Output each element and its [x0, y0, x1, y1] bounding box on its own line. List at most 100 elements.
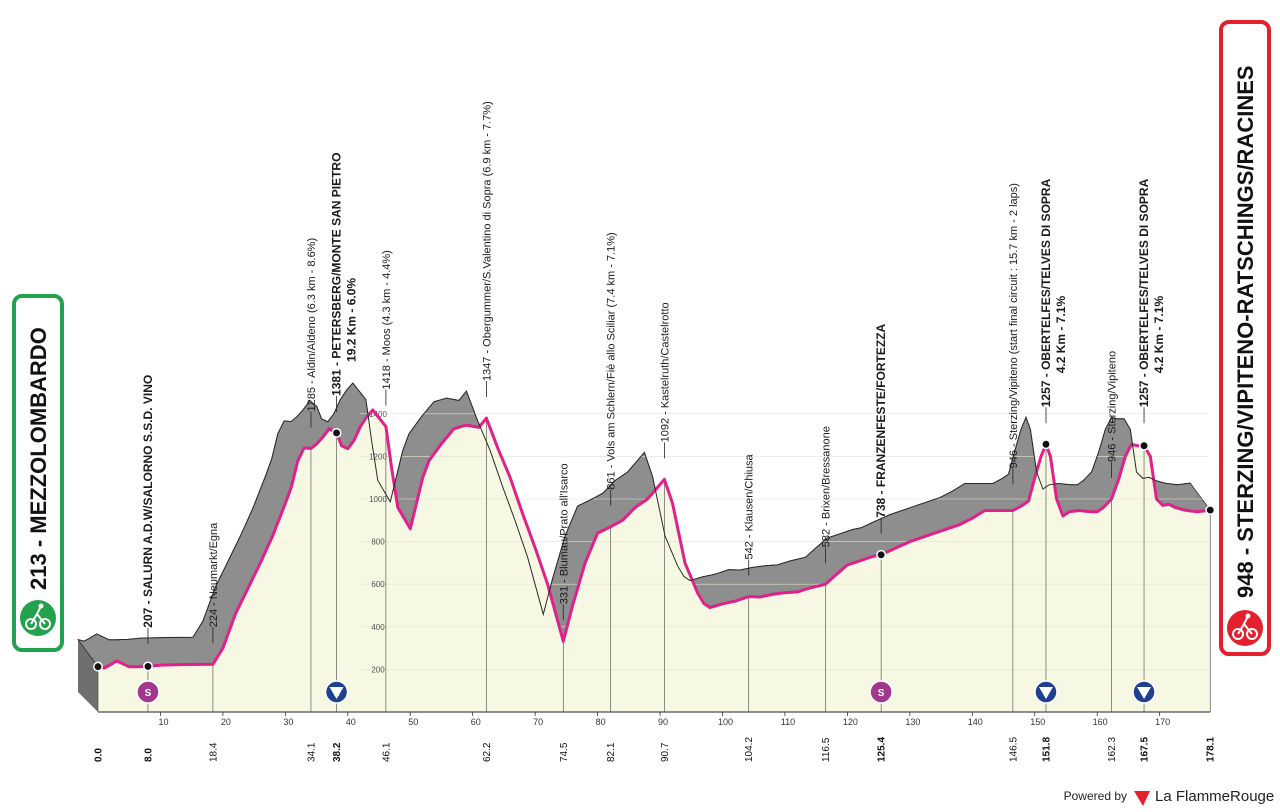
mountain-triangle-icon — [1038, 687, 1053, 699]
start-name: MEZZOLOMBARDO — [26, 327, 51, 534]
profile-fill — [98, 410, 1211, 712]
km-tick-label: 10 — [158, 717, 168, 727]
location-label: 1257 - OBERTELFES/TELVES DI SOPRA — [1039, 178, 1053, 407]
start-cyclist-head — [38, 603, 44, 609]
location-label: 946 - Sterzing/Vipiteno — [1107, 351, 1119, 462]
km-marker-label: 116.5 — [821, 737, 832, 762]
location-label: 1381 - PETERSBERG/MONTE SAN PIETRO — [330, 153, 344, 396]
km-tick-label: 30 — [283, 717, 293, 727]
finish-banner-frame — [1219, 20, 1271, 656]
badge-label: 3 — [1141, 688, 1147, 699]
km-tick-label: 150 — [1030, 717, 1045, 727]
checkpoint-dot — [331, 428, 342, 438]
finish-cyclist-head — [1245, 613, 1251, 619]
km-marker-label: 125.4 — [877, 737, 888, 762]
climb-detail-label: 4.2 Km - 7.1% — [1152, 296, 1166, 374]
location-label: 207 - SALURN A.D.W/SALORNO S.S.D. VINO — [141, 375, 155, 628]
finish-banner: 948 - STERZING/VIPITENO-RATSCHINGS/RACIN… — [1219, 20, 1271, 656]
footer-brand: La FlammeRouge — [1155, 788, 1274, 805]
start-cyclist-glyph — [25, 607, 51, 630]
location-label: 542 - Klausen/Chiusa — [744, 453, 756, 559]
km-tick-label: 60 — [471, 717, 481, 727]
route-line — [97, 408, 1211, 670]
climb-badge: 3 — [1034, 680, 1058, 704]
location-label: 861 - Vols am Schlern/Fiè allo Sciliar (… — [606, 232, 618, 489]
climb-detail-label: 19.2 Km - 6.0% — [345, 278, 359, 362]
mountain-triangle-icon — [1137, 687, 1152, 699]
km-tick-label: 50 — [408, 717, 418, 727]
location-label: 1347 - Obergummer/S.Valentino di Sopra (… — [481, 101, 493, 381]
finish-cyclist-glyph — [1232, 617, 1258, 640]
km-marker-label: 162.3 — [1107, 737, 1118, 762]
altitude-tick-label: 400 — [371, 623, 385, 632]
finish-altitude: 948 — [1233, 561, 1258, 598]
profile-side-wall — [78, 639, 98, 712]
km-marker-label: 74.5 — [559, 742, 570, 762]
km-tick-label: 170 — [1155, 717, 1170, 727]
km-marker-label: 82.1 — [606, 742, 617, 762]
footer: Powered by La FlammeRouge — [1064, 788, 1274, 806]
flamme-rouge-logo-icon — [1134, 791, 1150, 806]
km-tick-label: 80 — [596, 717, 606, 727]
location-label: 946 - Sterzing/Vipiteno (start final cir… — [1008, 183, 1020, 468]
km-marker-label: 104.2 — [744, 737, 755, 762]
km-tick-label: 100 — [718, 717, 733, 727]
checkpoint-dot — [1205, 505, 1216, 516]
km-marker-label: 0.0 — [94, 748, 105, 762]
checkpoint-dot — [1041, 439, 1051, 450]
location-label: 582 - Brixen/Bressanone — [821, 426, 833, 547]
altitude-tick-label: 200 — [371, 665, 385, 674]
km-marker-label: 18.4 — [208, 742, 219, 762]
km-marker-label: 62.2 — [482, 742, 493, 762]
km-tick-label: 110 — [781, 717, 795, 727]
climb-detail-label: 4.2 Km - 7.1% — [1054, 296, 1068, 374]
finish-banner-text: 948 - STERZING/VIPITENO-RATSCHINGS/RACIN… — [1233, 65, 1258, 598]
km-marker-label: 34.1 — [306, 742, 317, 762]
km-marker-label: 90.7 — [660, 742, 671, 762]
altitude-tick-label: 1000 — [369, 495, 387, 504]
km-marker-label: 8.0 — [143, 748, 154, 762]
location-label: 331 - Blumau/Prato all'Isarco — [558, 463, 570, 604]
sprint-badge: S — [869, 680, 893, 704]
checkpoint-dot — [1139, 440, 1149, 451]
location-label: 1092 - Kastelruth/Castelrotto — [659, 302, 671, 442]
km-tick-label: 140 — [968, 717, 983, 727]
km-tick-label: 160 — [1093, 717, 1108, 727]
checkpoint-dot — [876, 549, 887, 560]
start-cyclist-icon — [20, 600, 56, 636]
location-label: 1257 - OBERTELFES/TELVES DI SOPRA — [1137, 178, 1151, 407]
km-tick-label: 120 — [843, 717, 858, 727]
footer-powered-by: Powered by — [1064, 789, 1127, 803]
km-tick-label: 70 — [533, 717, 543, 727]
altitude-tick-label: 600 — [371, 580, 385, 589]
badge-label: 3 — [1043, 688, 1049, 699]
km-marker-label: 46.1 — [381, 742, 392, 762]
mountain-triangle-icon — [329, 687, 344, 699]
km-tick-label: 90 — [658, 717, 668, 727]
km-tick-label: 20 — [221, 717, 231, 727]
altitude-tick-label: 1200 — [369, 452, 387, 461]
km-marker-label: 151.8 — [1041, 737, 1052, 762]
badge-label: S — [145, 688, 152, 699]
sprint-badge-circle — [136, 680, 160, 704]
km-marker-label: 146.5 — [1008, 737, 1019, 762]
altitude-tick-label: 1400 — [369, 410, 387, 419]
climb-badge: 1 — [324, 680, 349, 704]
km-marker-label: 167.5 — [1140, 737, 1151, 762]
profile-layer: 200 400 600 800 1000 1200 1400 10 20 30 40 50 60 70 80… — [77, 101, 1217, 762]
start-banner-frame — [12, 294, 64, 652]
km-tick-label: 130 — [905, 717, 920, 727]
finish-cyclist-icon — [1227, 610, 1263, 646]
location-label: 738 - FRANZENFESTE/FORTEZZA — [874, 323, 888, 517]
location-label: 1285 - Aldin/Aldeno (6.3 km - 8.6%) — [306, 238, 318, 412]
start-altitude: 213 — [26, 553, 51, 590]
finish-name: STERZING/VIPITENO-RATSCHINGS/RACINES — [1233, 65, 1258, 541]
ridge-line — [77, 382, 1191, 642]
checkpoint-dot — [93, 661, 103, 672]
badge-label: S — [878, 688, 885, 699]
km-marker-label: 38.2 — [332, 742, 343, 762]
checkpoint-dot — [143, 661, 153, 672]
km-tick-label: 40 — [346, 717, 356, 727]
start-banner-text: 213 - MEZZOLOMBARDO — [26, 327, 51, 590]
